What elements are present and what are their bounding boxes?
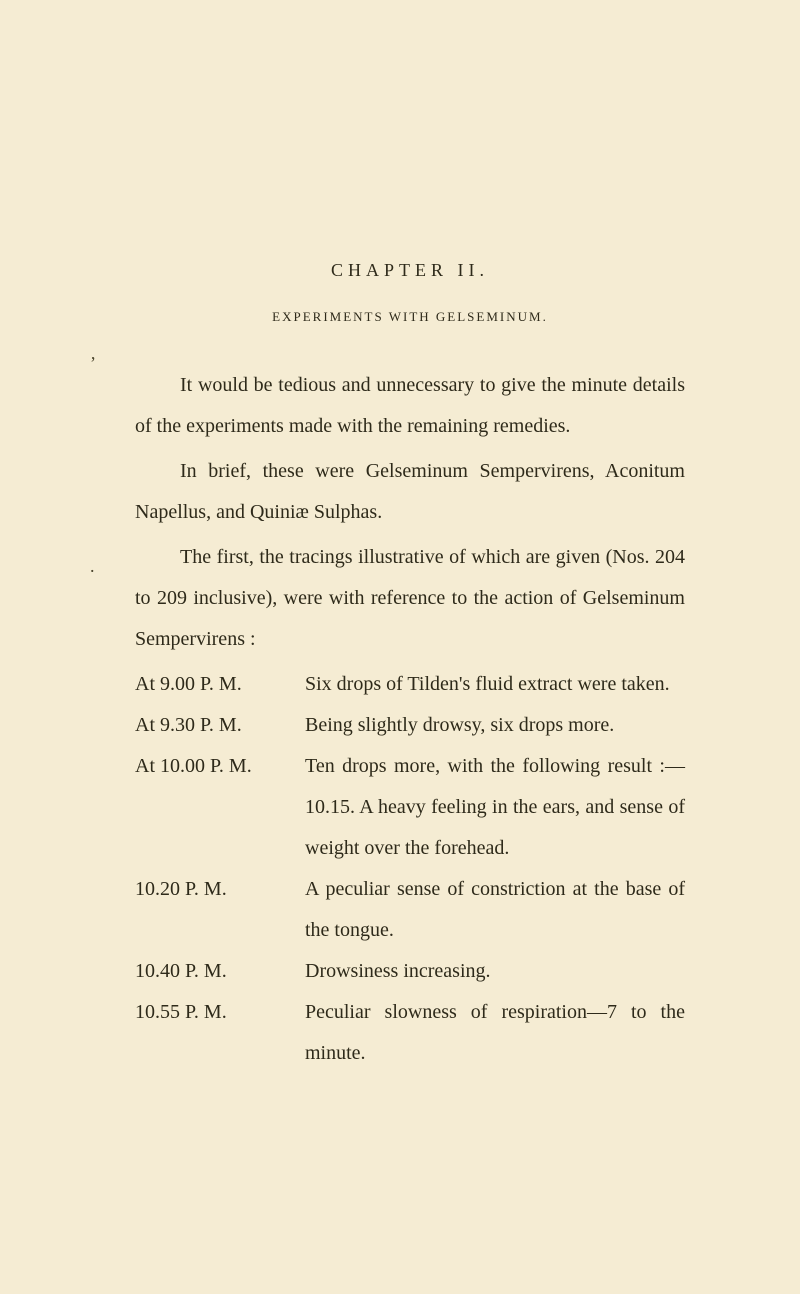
chapter-title: CHAPTER II. [135,260,685,281]
time-entry: At 10.00 P. M. Ten drops more, with the … [135,746,685,869]
body-paragraph: It would be tedious and unnecessary to g… [135,365,685,447]
entry-time: 10.20 P. M. [135,869,305,951]
entry-body: Drowsiness increasing. [305,951,685,992]
entry-time: 10.40 P. M. [135,951,305,992]
entry-time: At 9.30 P. M. [135,705,305,746]
time-entry: 10.40 P. M. Drowsiness increasing. [135,951,685,992]
page: ’ . CHAPTER II. EXPERIMENTS WITH GELSEMI… [0,0,800,1294]
margin-mark-tick: ’ [90,353,96,374]
time-entry: At 9.30 P. M. Being slightly drowsy, six… [135,705,685,746]
entry-time: 10.55 P. M. [135,992,305,1074]
body-paragraph: In brief, these were Gelseminum Sempervi… [135,451,685,533]
entry-body: A peculiar sense of constriction at the … [305,869,685,951]
chapter-subtitle: EXPERIMENTS WITH GELSEMINUM. [135,309,685,325]
time-entry: 10.55 P. M. Peculiar slowness of respira… [135,992,685,1074]
margin-mark-dot: . [90,556,95,577]
entry-body: Peculiar slowness of respiration—7 to th… [305,992,685,1074]
entry-body: Being slightly drowsy, six drops more. [305,705,685,746]
entry-time: At 10.00 P. M. [135,746,305,869]
time-entry: At 9.00 P. M. Six drops of Tilden's flui… [135,664,685,705]
entry-time: At 9.00 P. M. [135,664,305,705]
body-paragraph: The first, the tracings illustrative of … [135,537,685,660]
entry-body: Six drops of Tilden's fluid extract were… [305,664,685,705]
time-entry: 10.20 P. M. A peculiar sense of constric… [135,869,685,951]
entry-body: Ten drops more, with the following resul… [305,746,685,869]
